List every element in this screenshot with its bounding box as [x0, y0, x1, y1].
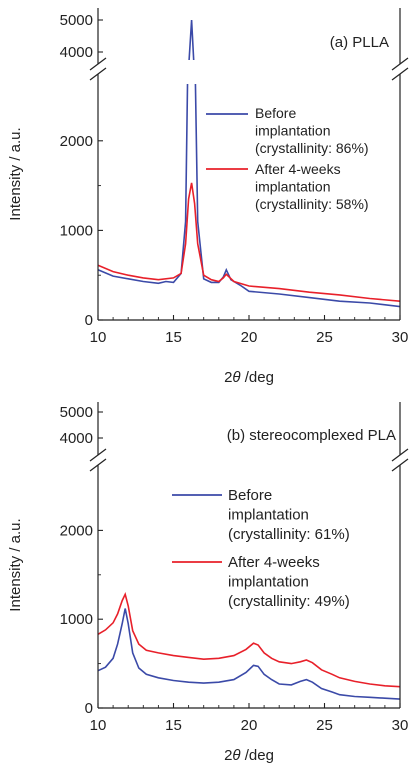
y-tick-label: 4000 — [60, 430, 93, 447]
legend: Before implantation (crystallinity: 61%) Af… — [172, 487, 350, 610]
legend-entry-2: After 4-weeks implantation (crystallinity:… — [255, 161, 369, 212]
x-tick-label: 25 — [316, 717, 333, 734]
chart-panel-2: 10 15 20 25 30 0 1000 2000 4000 5000 (b) stereocom… — [7, 402, 409, 764]
x-axis-label-prefix: 2 — [224, 747, 232, 764]
legend-entry-line: implantation — [228, 574, 309, 591]
x-axis-label-theta: θ — [232, 369, 240, 386]
x-tick-label: 15 — [165, 329, 182, 346]
legend-entry-1: Before implantation (crystallinity: 61%) — [228, 487, 350, 543]
x-tick-label: 20 — [241, 329, 258, 346]
axis-break-mark — [89, 448, 107, 462]
x-tick-label: 15 — [165, 717, 182, 734]
legend: Before implantation (crystallinity: 86%)Af… — [206, 105, 369, 212]
y-tick-label: 4000 — [60, 44, 93, 61]
series-line-1-lower — [98, 84, 400, 308]
y-axis-label: Intensity / a.u. — [7, 518, 24, 611]
x-tick-label: 10 — [90, 717, 107, 734]
x-axis-label: 2θ /deg — [224, 747, 274, 764]
x-axis-label-prefix: 2 — [224, 369, 232, 386]
series-line-2-lower — [98, 591, 400, 688]
axis-break-mark — [391, 57, 409, 71]
y-tick-label: 0 — [85, 700, 93, 717]
x-tick-label: 30 — [392, 329, 409, 346]
axis-break-mark — [391, 448, 409, 462]
y-tick-label: 1000 — [60, 611, 93, 628]
x-axis-label-suffix: /deg — [241, 369, 274, 386]
axis-break-mark — [391, 458, 409, 472]
y-axis-label: Intensity / a.u. — [7, 127, 24, 220]
panel-title: (b) stereocomplexed PLA — [227, 427, 396, 444]
x-axis-label: 2θ /deg — [224, 369, 274, 386]
legend-entry-line: (crystallinity: 49%) — [228, 593, 350, 610]
x-tick-label: 25 — [316, 329, 333, 346]
y-tick-label: 5000 — [60, 12, 93, 29]
legend-entry-line: implantation — [228, 507, 309, 524]
legend-entry-line: (crystallinity: 86%) — [255, 140, 369, 156]
legend-entry-line: After 4-weeks — [255, 161, 341, 177]
y-tick-label: 2000 — [60, 133, 93, 150]
series-line-1-upper — [188, 19, 195, 60]
series-line-1-lower — [98, 608, 400, 700]
series-line-2-lower — [98, 182, 400, 302]
legend-entry-line: (crystallinity: 58%) — [255, 196, 369, 212]
x-tick-label: 30 — [392, 717, 409, 734]
x-axis-label-theta: θ — [232, 747, 240, 764]
legend-entry-2: After 4-weeks implantation (crystallinity:… — [228, 554, 350, 610]
x-axis-label-suffix: /deg — [241, 747, 274, 764]
chart-panel-1: 10 15 20 25 30 0 1000 2000 4000 5000 (a) PLLA 2θ /d… — [7, 8, 409, 386]
legend-entry-line: implantation — [255, 123, 331, 139]
panel-title: (a) PLLA — [330, 34, 389, 51]
y-tick-label: 0 — [85, 312, 93, 329]
legend-entry-line: (crystallinity: 61%) — [228, 526, 350, 543]
legend-entry-line: implantation — [255, 179, 331, 195]
legend-entry-line: Before — [228, 487, 272, 504]
axis-break-mark — [89, 57, 107, 71]
axis-break-mark — [89, 458, 107, 472]
legend-entry-line: After 4-weeks — [228, 554, 320, 571]
x-tick-label: 20 — [241, 717, 258, 734]
axis-break-mark — [89, 67, 107, 81]
legend-entry-1: Before implantation (crystallinity: 86%) — [255, 105, 369, 156]
legend-entry-line: Before — [255, 105, 296, 121]
y-tick-label: 1000 — [60, 222, 93, 239]
y-tick-label: 5000 — [60, 404, 93, 421]
x-tick-label: 10 — [90, 329, 107, 346]
axis-break-mark — [391, 67, 409, 81]
y-tick-label: 2000 — [60, 522, 93, 539]
